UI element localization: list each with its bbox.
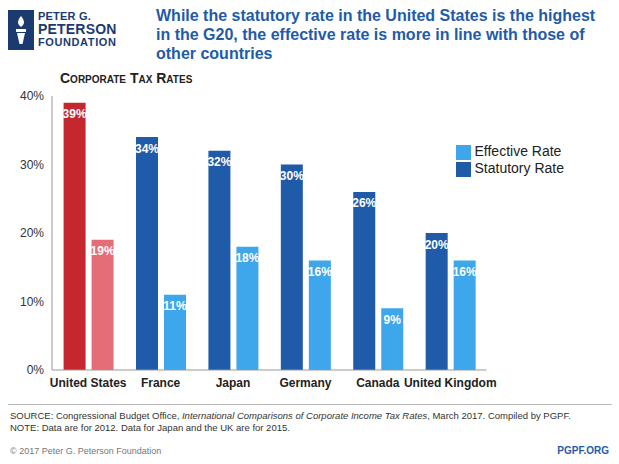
html-text:PETERSON: PETERSON [38, 21, 117, 37]
svg-text:30%: 30% [280, 169, 304, 183]
svg-text:Canada: Canada [356, 376, 400, 390]
svg-text:16%: 16% [308, 265, 332, 279]
html-text:© 2017 Peter G. Peterson Found: © 2017 Peter G. Peterson Foundation [10, 446, 162, 456]
svg-text:34%: 34% [135, 142, 159, 156]
svg-text:18%: 18% [235, 251, 259, 265]
html-text:PGPF.ORG: PGPF.ORG [557, 445, 609, 456]
svg-text:France: France [141, 376, 181, 390]
html-text:Corporate Tax Rates: Corporate Tax Rates [60, 70, 193, 86]
svg-text:20%: 20% [425, 238, 449, 252]
svg-text:0%: 0% [27, 363, 45, 377]
svg-text:11%: 11% [163, 299, 187, 313]
svg-text:United States: United States [50, 376, 127, 390]
html-text:SOURCE: Congressional Budget O: SOURCE: Congressional Budget Office, Int… [10, 410, 571, 421]
svg-text:Germany: Germany [279, 376, 331, 390]
svg-text:39%: 39% [63, 107, 87, 121]
html-text:While the statutory rate in th: While the statutory rate in the United S… [156, 7, 596, 62]
svg-text:19%: 19% [91, 244, 115, 258]
html-text:FOUNDATION: FOUNDATION [38, 36, 117, 48]
svg-text:32%: 32% [207, 155, 231, 169]
svg-text:30%: 30% [20, 158, 44, 172]
html-text:Effective Rate: Effective Rate [474, 143, 562, 159]
svg-text:United Kingdom: United Kingdom [404, 376, 497, 390]
html-text:Statutory Rate: Statutory Rate [474, 159, 564, 176]
svg-text:10%: 10% [20, 295, 44, 309]
svg-text:9%: 9% [384, 313, 402, 327]
svg-text:40%: 40% [20, 89, 44, 103]
svg-text:16%: 16% [453, 265, 477, 279]
html-text:PETER G.: PETER G. [38, 10, 91, 22]
svg-text:20%: 20% [20, 226, 44, 240]
svg-text:26%: 26% [352, 196, 376, 210]
svg-text:Japan: Japan [216, 376, 251, 390]
html-text:NOTE: Data are for 2012. Data: NOTE: Data are for 2012. Data for Japan … [10, 422, 290, 433]
